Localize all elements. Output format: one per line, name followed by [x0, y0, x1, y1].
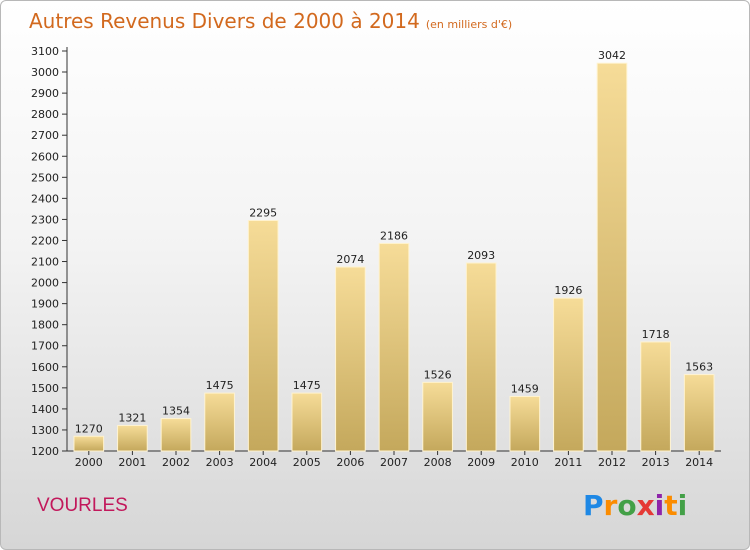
y-tick-label: 2100	[31, 256, 59, 269]
y-tick-label: 1400	[31, 403, 59, 416]
bar	[247, 219, 279, 452]
y-tick-label: 1800	[31, 319, 59, 332]
x-tick-label: 2006	[336, 456, 364, 469]
bar	[553, 297, 584, 452]
y-tick-label: 3100	[31, 45, 59, 58]
x-tick-label: 2005	[293, 456, 321, 469]
bar	[509, 395, 541, 452]
bar	[640, 341, 671, 452]
proxiti-logo: Proxiti	[583, 489, 688, 522]
y-tick-label: 2800	[31, 108, 59, 121]
x-tick-label: 2010	[511, 456, 539, 469]
data-label: 1718	[642, 328, 670, 341]
y-tick-label: 2400	[31, 192, 59, 205]
x-tick-label: 2003	[206, 456, 234, 469]
data-label: 1475	[293, 379, 321, 392]
x-tick-label: 2002	[162, 456, 190, 469]
bar	[160, 418, 192, 452]
x-tick-label: 2004	[249, 456, 277, 469]
bar	[683, 374, 715, 452]
y-tick-label: 1200	[31, 445, 59, 458]
bar	[73, 435, 105, 452]
data-label: 2074	[336, 253, 364, 266]
y-tick-label: 1900	[31, 298, 59, 311]
bar	[204, 392, 235, 452]
x-tick-label: 2008	[424, 456, 452, 469]
chart-title: Autres Revenus Divers de 2000 à 2014 (en …	[29, 9, 512, 33]
y-tick-label: 2300	[31, 213, 59, 226]
y-tick-label: 2200	[31, 234, 59, 247]
chart-title-text: Autres Revenus Divers de 2000 à 2014	[29, 9, 420, 33]
y-tick-label: 2600	[31, 150, 59, 163]
x-tick-label: 2009	[467, 456, 495, 469]
data-label: 1354	[162, 405, 190, 418]
data-label: 1475	[206, 379, 234, 392]
y-tick-label: 2500	[31, 171, 59, 184]
x-tick-label: 2000	[75, 456, 103, 469]
y-tick-label: 3000	[31, 66, 59, 79]
bar	[422, 381, 453, 452]
data-label: 3042	[598, 49, 626, 62]
data-label: 1270	[75, 422, 103, 435]
bar	[378, 242, 410, 452]
data-label: 2186	[380, 229, 408, 242]
data-label: 1459	[511, 382, 539, 395]
commune-name: VOURLES	[37, 495, 128, 516]
y-tick-label: 1700	[31, 340, 59, 353]
x-tick-label: 2014	[685, 456, 713, 469]
data-label: 1926	[554, 284, 582, 297]
data-label: 2093	[467, 249, 495, 262]
data-label: 1563	[685, 361, 713, 374]
data-label: 1526	[424, 368, 452, 381]
x-tick-label: 2007	[380, 456, 408, 469]
x-tick-label: 2012	[598, 456, 626, 469]
bar	[596, 62, 628, 452]
y-tick-label: 1500	[31, 382, 59, 395]
bar	[465, 262, 497, 452]
chart-subtitle: (en milliers d'€)	[425, 18, 513, 31]
y-tick-label: 2700	[31, 129, 59, 142]
x-tick-label: 2001	[118, 456, 146, 469]
data-label: 1321	[118, 412, 146, 425]
bar	[335, 266, 366, 452]
x-tick-label: 2011	[554, 456, 582, 469]
y-tick-label: 1300	[31, 424, 59, 437]
data-label: 2295	[249, 206, 277, 219]
y-tick-label: 1600	[31, 361, 59, 374]
y-tick-label: 2000	[31, 277, 59, 290]
y-tick-label: 2900	[31, 87, 59, 100]
bar	[291, 392, 323, 452]
bar	[117, 425, 148, 452]
x-tick-label: 2013	[642, 456, 670, 469]
